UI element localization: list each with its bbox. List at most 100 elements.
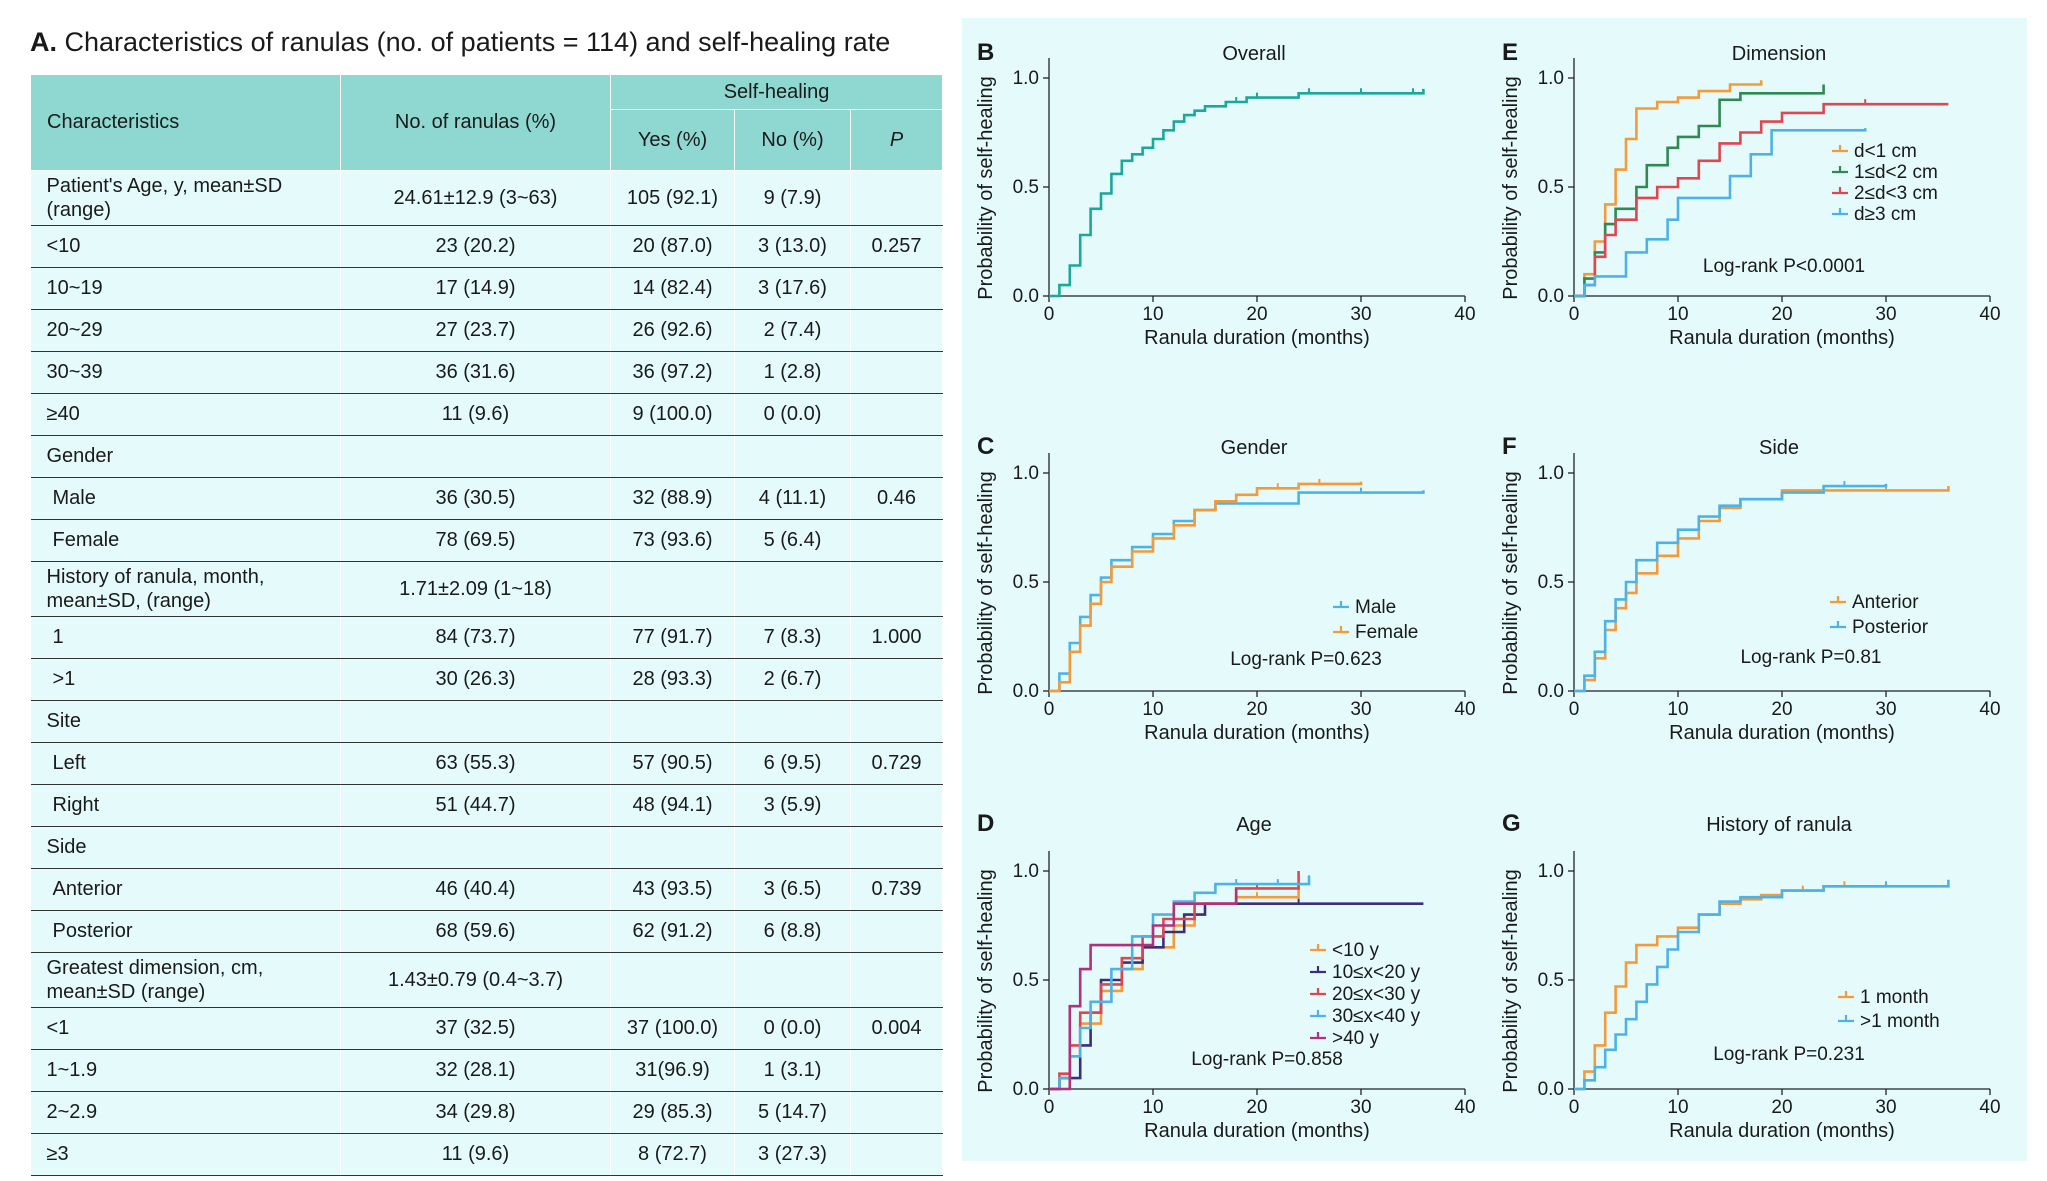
- cell-no: [734, 826, 851, 869]
- cell-yes: 48 (94.1): [610, 784, 735, 827]
- cell-p: [850, 1091, 944, 1134]
- table-row: Greatest dimension, cm, mean±SD (range) 1…: [30, 952, 944, 1008]
- km-panel-b: B Overall 0 10 20 30 40 0.0 0.5 1.0 Ranula duratio…: [975, 39, 1476, 349]
- table-row: 30~39 36 (31.6) 36 (97.2) 1 (2.8): [30, 351, 944, 394]
- cell-yes: 105 (92.1): [610, 170, 735, 226]
- panel-title: History of ranula: [1706, 814, 1852, 836]
- cell-no-of-ranulas: 36 (31.6): [340, 351, 611, 394]
- cell-p: [850, 1133, 944, 1176]
- cell-no-of-ranulas: 84 (73.7): [340, 616, 611, 659]
- characteristics-table: Characteristics No. of ranulas (%) Self-…: [30, 74, 944, 1176]
- panel-letter: G: [1502, 810, 1521, 837]
- cell-no: 3 (17.6): [734, 267, 851, 310]
- legend-swatch: [1310, 944, 1326, 952]
- cell-no: [734, 700, 851, 743]
- km-panel-e: E Dimension 0 10 20 30 40 0.0 0.5 1.0 Ranula durat…: [1500, 39, 2001, 349]
- cell-characteristic: <1: [30, 1007, 341, 1050]
- cell-yes: [610, 435, 735, 478]
- cell-no-of-ranulas: 36 (30.5): [340, 477, 611, 520]
- legend-swatch: [1310, 1032, 1326, 1040]
- x-axis-label: Ranula duration (months): [1144, 327, 1370, 349]
- cell-no: [734, 435, 851, 478]
- legend-swatch: [1333, 626, 1349, 634]
- cell-p: 0.46: [850, 477, 944, 520]
- cell-characteristic: Right: [30, 784, 341, 827]
- cell-yes: 26 (92.6): [610, 309, 735, 352]
- y-tick-label: 0.0: [1538, 286, 1564, 307]
- cell-yes: 31(96.9): [610, 1049, 735, 1092]
- cell-characteristic: 10~19: [30, 267, 341, 310]
- legend-swatch: [1832, 166, 1848, 174]
- cell-no: 1 (2.8): [734, 351, 851, 394]
- cell-no-of-ranulas: 1.71±2.09 (1~18): [340, 561, 611, 617]
- y-tick-label: 0.0: [1538, 1079, 1564, 1100]
- header-p: P: [849, 109, 944, 171]
- y-axis-label: Probability of self-healing: [1500, 471, 1522, 694]
- x-tick-label: 10: [1667, 699, 1688, 720]
- cell-no-of-ranulas: 78 (69.5): [340, 519, 611, 562]
- panel-letter: C: [977, 433, 994, 460]
- cell-no: 6 (9.5): [734, 742, 851, 785]
- x-axis-label: Ranula duration (months): [1669, 722, 1895, 744]
- y-tick-label: 0.5: [1538, 970, 1564, 991]
- cell-p: [850, 658, 944, 701]
- table-body: Patient's Age, y, mean±SD (range) 24.61±1…: [30, 170, 944, 1176]
- panel-a-letter: A.: [30, 27, 57, 57]
- cell-p: 1.000: [850, 616, 944, 659]
- cell-yes: 20 (87.0): [610, 225, 735, 268]
- y-tick-label: 0.5: [1013, 970, 1039, 991]
- legend-swatch: [1310, 988, 1326, 996]
- panel-title: Gender: [1221, 437, 1288, 459]
- legend-label: d≥3 cm: [1854, 204, 1916, 225]
- table-row: ≥3 11 (9.6) 8 (72.7) 3 (27.3): [30, 1133, 944, 1176]
- cell-no-of-ranulas: 11 (9.6): [340, 393, 611, 436]
- km-curve: [1049, 888, 1238, 1091]
- cell-yes: 36 (97.2): [610, 351, 735, 394]
- cell-no-of-ranulas: 11 (9.6): [340, 1133, 611, 1176]
- cell-characteristic: Female: [30, 519, 341, 562]
- cell-no-of-ranulas: 27 (23.7): [340, 309, 611, 352]
- cell-no: 9 (7.9): [734, 170, 851, 226]
- legend-label: 2≤d<3 cm: [1854, 183, 1938, 204]
- legend-swatch: [1830, 621, 1846, 629]
- x-tick-label: 20: [1771, 304, 1792, 325]
- legend-swatch: [1832, 187, 1848, 195]
- y-axis-label: Probability of self-healing: [975, 76, 997, 299]
- cell-p: [850, 170, 944, 226]
- x-tick-label: 10: [1667, 304, 1688, 325]
- km-curve: [1574, 879, 1950, 1091]
- y-tick-label: 0.5: [1538, 177, 1564, 198]
- y-tick-label: 0.0: [1013, 1079, 1039, 1100]
- cell-yes: 57 (90.5): [610, 742, 735, 785]
- cell-no-of-ranulas: [340, 700, 611, 743]
- table-row: Site: [30, 700, 944, 743]
- cell-yes: 8 (72.7): [610, 1133, 735, 1176]
- legend-label: >1 month: [1860, 1011, 1940, 1032]
- cell-characteristic: 2~2.9: [30, 1091, 341, 1134]
- cell-no: 6 (8.8): [734, 910, 851, 953]
- x-tick-label: 0: [1569, 1097, 1580, 1118]
- cell-yes: 9 (100.0): [610, 393, 735, 436]
- cell-no-of-ranulas: 46 (40.4): [340, 868, 611, 911]
- cell-yes: [610, 952, 735, 1008]
- x-tick-label: 10: [1142, 1097, 1163, 1118]
- table-row: 1~1.9 32 (28.1) 31(96.9) 1 (3.1): [30, 1049, 944, 1092]
- cell-no: 2 (6.7): [734, 658, 851, 701]
- cell-p: [850, 435, 944, 478]
- cell-no-of-ranulas: 23 (20.2): [340, 225, 611, 268]
- cell-yes: 43 (93.5): [610, 868, 735, 911]
- table-row: <1 37 (32.5) 37 (100.0) 0 (0.0) 0.004: [30, 1007, 944, 1050]
- header-no-of-ranulas: No. of ranulas (%): [340, 74, 611, 171]
- cell-no-of-ranulas: [340, 826, 611, 869]
- table-row: >1 30 (26.3) 28 (93.3) 2 (6.7): [30, 658, 944, 701]
- legend-label: 10≤x<20 y: [1332, 962, 1421, 983]
- cell-characteristic: Greatest dimension, cm, mean±SD (range): [30, 952, 341, 1008]
- y-tick-label: 1.0: [1013, 68, 1039, 89]
- panel-title: Side: [1759, 437, 1799, 459]
- cell-characteristic: History of ranula, month, mean±SD, (rang…: [30, 561, 341, 617]
- cell-characteristic: >1: [30, 658, 341, 701]
- x-axis-label: Ranula duration (months): [1144, 722, 1370, 744]
- x-tick-label: 20: [1771, 699, 1792, 720]
- x-tick-label: 10: [1142, 699, 1163, 720]
- km-curve: [1049, 481, 1363, 693]
